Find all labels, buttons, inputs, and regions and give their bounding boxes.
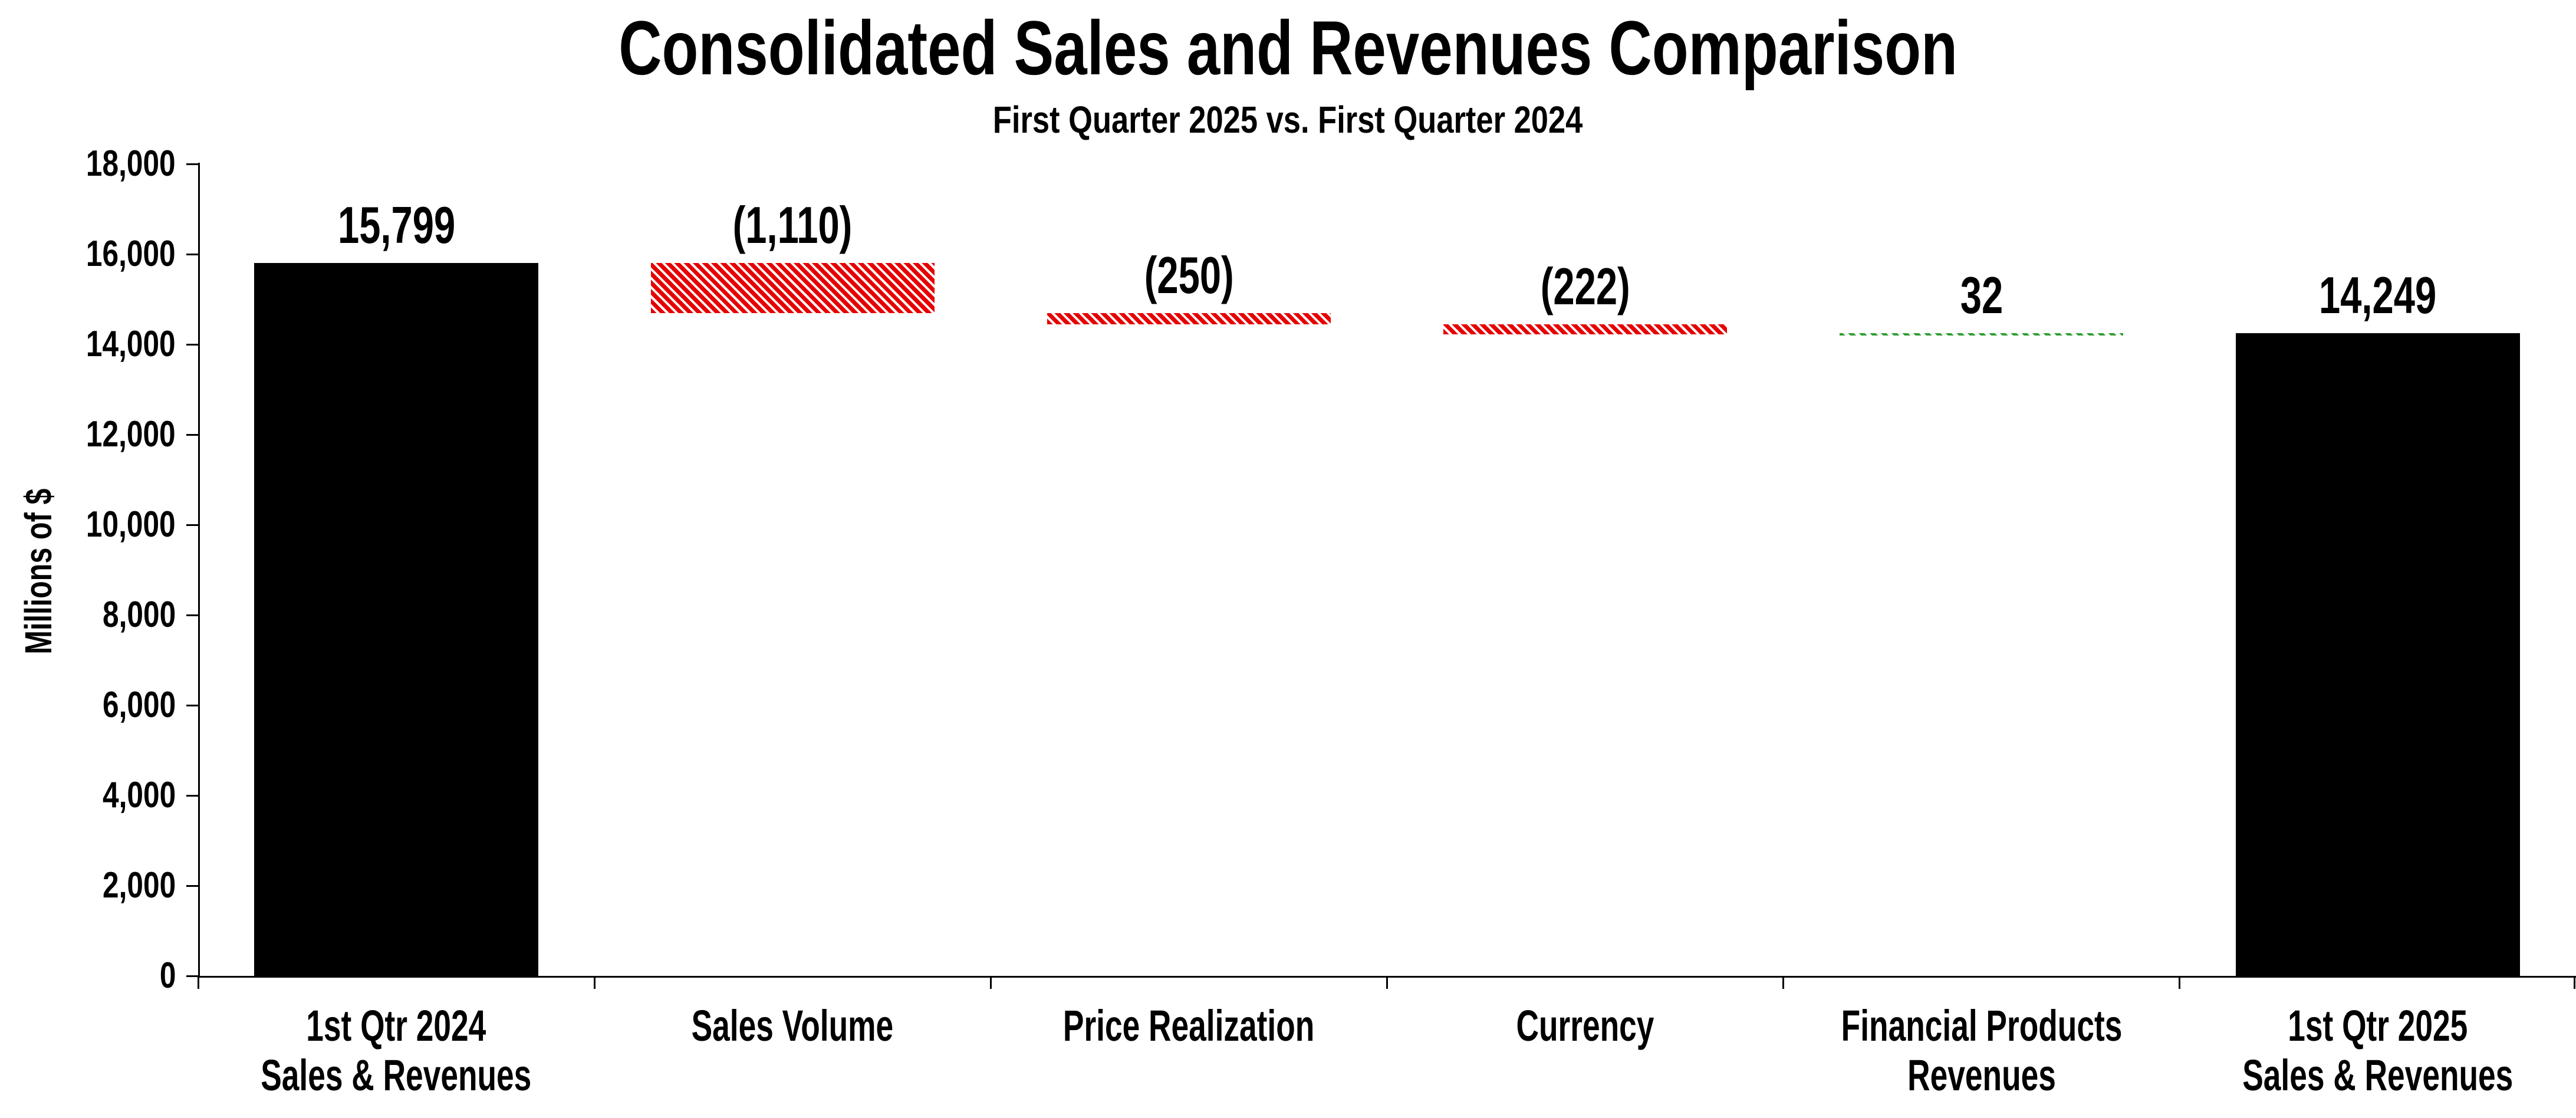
x-axis-tick [197, 976, 199, 989]
x-axis-category-label: 1st Qtr 2025 Sales & Revenues [2180, 1001, 2576, 1100]
waterfall-bar-3 [1047, 313, 1331, 325]
x-axis-tick [2179, 976, 2181, 989]
y-axis-tick-label-text: 6,000 [102, 685, 176, 725]
x-axis-tick [593, 976, 596, 989]
y-axis-tick-label: 14,000 [0, 324, 176, 364]
x-axis-category-label-text: Currency [1516, 1001, 1654, 1050]
bar-value-label-text: (1,110) [732, 196, 853, 255]
y-axis-tick-label-text: 8,000 [102, 594, 176, 635]
x-axis-category-label: Sales Volume [594, 1001, 991, 1051]
bar-value-label-text: 15,799 [337, 196, 455, 255]
bar-value-label-text: 32 [1960, 265, 2003, 324]
bar-value-label: (222) [1387, 258, 1784, 315]
y-axis-line [198, 163, 200, 976]
x-axis-tick [989, 976, 992, 989]
bar-value-label-text: (250) [1144, 246, 1234, 305]
y-axis-tick-label-text: 0 [159, 955, 176, 996]
waterfall-bar-2 [650, 263, 935, 314]
y-axis-tick-label: 10,000 [0, 505, 176, 545]
x-axis-category-label-text: Financial Products Revenues [1841, 1001, 2123, 1100]
x-axis-category-label-text: Sales Volume [691, 1001, 894, 1050]
chart-subtitle-text: First Quarter 2025 vs. First Quarter 202… [993, 98, 1583, 141]
y-axis-tick-label: 2,000 [0, 866, 176, 906]
bar-value-label: 15,799 [198, 197, 594, 254]
x-axis-line [198, 976, 2576, 978]
waterfall-bar-6 [2236, 333, 2520, 976]
bar-value-label: 14,249 [2180, 267, 2576, 324]
y-axis-tick-label-text: 2,000 [102, 865, 176, 906]
y-axis-tick [186, 614, 198, 616]
y-axis-tick-label: 4,000 [0, 775, 176, 816]
x-axis-category-label: Price Realization [991, 1001, 1387, 1051]
x-axis-category-label-text: 1st Qtr 2025 Sales & Revenues [2242, 1001, 2514, 1100]
x-axis-category-label-text: Price Realization [1063, 1001, 1315, 1050]
y-axis-tick [186, 163, 198, 165]
y-axis-tick-label: 8,000 [0, 595, 176, 635]
y-axis-tick-label: 0 [0, 956, 176, 996]
bar-value-label: 32 [1784, 267, 2180, 324]
y-axis-tick [186, 524, 198, 526]
x-axis-tick [2573, 976, 2575, 989]
x-axis-tick [1782, 976, 1785, 989]
bar-value-label: (250) [991, 247, 1387, 304]
y-axis-tick-label: 16,000 [0, 234, 176, 274]
waterfall-bar-4 [1443, 324, 1728, 335]
y-axis-tick [186, 975, 198, 977]
y-axis-tick-label-text: 10,000 [86, 504, 176, 545]
y-axis-tick-label-text: 18,000 [86, 143, 176, 184]
y-axis-tick [186, 794, 198, 797]
x-axis-category-label: 1st Qtr 2024 Sales & Revenues [198, 1001, 594, 1100]
y-axis-tick-label: 6,000 [0, 685, 176, 725]
chart-title-text: Consolidated Sales and Revenues Comparis… [618, 5, 1958, 91]
y-axis-tick [186, 704, 198, 706]
y-axis-tick [186, 343, 198, 346]
y-axis-tick [186, 433, 198, 436]
y-axis-tick-label-text: 16,000 [86, 234, 176, 274]
y-axis-tick [186, 884, 198, 887]
y-axis-tick-label-text: 12,000 [86, 414, 176, 455]
bar-value-label-text: 14,249 [2319, 265, 2437, 324]
y-axis-tick-label: 12,000 [0, 415, 176, 455]
y-axis-tick-label-text: 14,000 [86, 324, 176, 364]
y-axis-tick [186, 253, 198, 255]
y-axis-tick-label: 18,000 [0, 144, 176, 184]
x-axis-category-label: Currency [1387, 1001, 1784, 1051]
waterfall-bar-1 [254, 263, 538, 976]
x-axis-category-label-text: 1st Qtr 2024 Sales & Revenues [261, 1001, 532, 1100]
bar-value-label-text: (222) [1540, 257, 1630, 316]
chart-subtitle: First Quarter 2025 vs. First Quarter 202… [0, 98, 2576, 142]
waterfall-bar-5 [1840, 333, 2124, 336]
x-axis-category-label: Financial Products Revenues [1784, 1001, 2180, 1100]
y-axis-tick-label-text: 4,000 [102, 775, 176, 816]
chart-title: Consolidated Sales and Revenues Comparis… [0, 6, 2576, 90]
bar-value-label: (1,110) [594, 197, 991, 254]
x-axis-tick [1386, 976, 1388, 989]
